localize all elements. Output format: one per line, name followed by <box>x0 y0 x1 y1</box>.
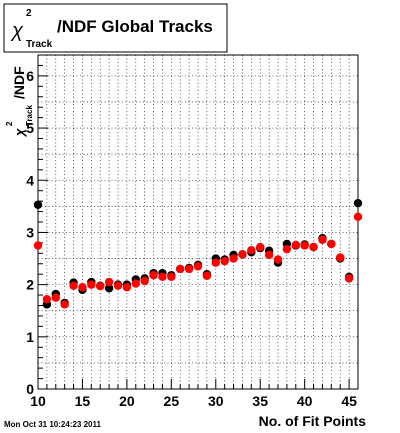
data-point-red <box>140 276 149 286</box>
axis-ticks <box>37 54 359 390</box>
y-axis-label: χ 2 Track /NDF <box>5 66 34 138</box>
data-point-red <box>176 264 185 274</box>
y-tick-label: 5 <box>26 120 34 136</box>
y-tick-labels: 0 1 2 3 4 5 6 <box>26 68 34 397</box>
data-point-red <box>291 240 300 250</box>
data-point-red <box>264 250 274 260</box>
x-tick-label: 15 <box>75 393 91 409</box>
x-tick-label: 35 <box>252 393 268 409</box>
y-tick-label: 1 <box>26 329 34 345</box>
data-point-red <box>282 244 292 254</box>
data-point-red <box>220 256 229 266</box>
data-point-red <box>238 250 247 259</box>
data-point-red <box>104 277 114 287</box>
data-point-red <box>300 241 309 250</box>
x-tick-label: 40 <box>297 393 313 409</box>
ylabel-superscript: 2 <box>5 121 14 126</box>
grid-lines <box>37 55 359 390</box>
x-axis-label: No. of Fit Points <box>259 413 367 429</box>
ylabel-symbol: χ <box>12 128 27 138</box>
data-points <box>33 199 363 309</box>
y-tick-label: 2 <box>26 277 34 293</box>
data-point-red <box>193 262 203 271</box>
data-point-red <box>318 235 327 244</box>
data-point-red <box>122 283 132 292</box>
data-point-red <box>184 264 194 274</box>
data-point-black <box>353 199 363 208</box>
data-point-red <box>336 253 345 262</box>
data-point-red <box>353 212 363 221</box>
y-tick-label: 4 <box>26 172 34 188</box>
title-box <box>3 3 228 53</box>
data-point-red <box>113 281 123 290</box>
data-point-red <box>202 271 212 280</box>
data-point-red <box>131 279 140 288</box>
data-point-red <box>211 258 220 267</box>
data-point-red <box>60 300 69 309</box>
x-tick-labels: 10 15 20 25 30 35 40 45 <box>30 393 357 409</box>
data-point-red <box>87 280 96 289</box>
data-point-red <box>78 283 87 292</box>
y-tick-label: 0 <box>26 381 34 397</box>
x-tick-label: 30 <box>208 393 224 409</box>
data-point-red <box>256 242 265 252</box>
title-symbol: χ <box>10 20 24 42</box>
data-point-red <box>42 295 52 304</box>
data-point-red <box>309 242 318 252</box>
data-point-red <box>344 274 354 283</box>
x-tick-label: 45 <box>341 393 357 409</box>
x-tick-label: 25 <box>164 393 180 409</box>
y-tick-label: 3 <box>26 224 34 240</box>
data-point-red <box>273 255 283 264</box>
data-point-red <box>69 281 78 290</box>
data-point-red <box>229 254 238 263</box>
title-subscript: Track <box>26 39 53 50</box>
title-text: /NDF Global Tracks <box>57 17 213 36</box>
x-tick-label: 20 <box>119 393 135 409</box>
ylabel-subscript: Track <box>25 105 34 126</box>
data-point-red <box>33 241 43 250</box>
data-point-red <box>167 272 176 281</box>
data-point-red <box>247 245 256 255</box>
data-point-black <box>104 284 114 293</box>
data-point-red <box>149 271 158 280</box>
ylabel-text: /NDF <box>11 66 27 99</box>
data-point-red <box>51 293 60 302</box>
x-tick-label: 10 <box>30 393 46 409</box>
chart-title: χ 2 Track /NDF Global Tracks <box>3 3 228 53</box>
timestamp: Mon Oct 31 10:24:23 2011 <box>4 420 101 429</box>
data-point-red <box>158 272 167 281</box>
data-point-red <box>96 281 105 291</box>
y-tick-label: 6 <box>26 68 34 84</box>
data-point-black <box>33 200 43 209</box>
title-superscript: 2 <box>26 8 32 19</box>
data-point-red <box>327 239 336 249</box>
